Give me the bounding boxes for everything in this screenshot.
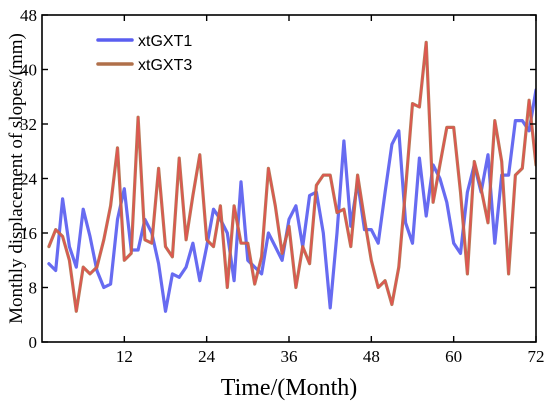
- x-axis-title: Time/(Month): [221, 375, 357, 401]
- x-tick-label: 72: [528, 347, 545, 366]
- y-tick-label: 0: [29, 333, 38, 352]
- series-layer: [47, 40, 536, 313]
- series-line-xtGXT1: [47, 88, 536, 313]
- legend: xtGXT1 xtGXT3: [96, 33, 192, 74]
- legend-label: xtGXT1: [138, 33, 192, 50]
- y-tick-label: 40: [20, 61, 37, 80]
- y-tick-label: 24: [20, 170, 38, 189]
- x-tick-label: 12: [116, 347, 133, 366]
- x-tick-label: 36: [281, 347, 298, 366]
- y-tick-label: 16: [20, 224, 37, 243]
- x-tick-label: 48: [363, 347, 380, 366]
- legend-label: xtGXT3: [138, 57, 192, 74]
- y-tick-label: 32: [20, 115, 37, 134]
- y-tick-label: 8: [29, 279, 38, 298]
- ticks-layer: 12 24 36 48 60 72 0 8 16 24 32 40 48: [20, 6, 545, 366]
- y-tick-label: 48: [20, 6, 37, 25]
- y-axis-title: Monthly displacement of slopes/(mm): [6, 33, 27, 324]
- x-tick-label: 24: [198, 347, 216, 366]
- series-line-xtGXT3: [47, 40, 536, 313]
- series-line-highlight-xtGXT3: [48, 41, 536, 313]
- x-tick-label: 60: [445, 347, 462, 366]
